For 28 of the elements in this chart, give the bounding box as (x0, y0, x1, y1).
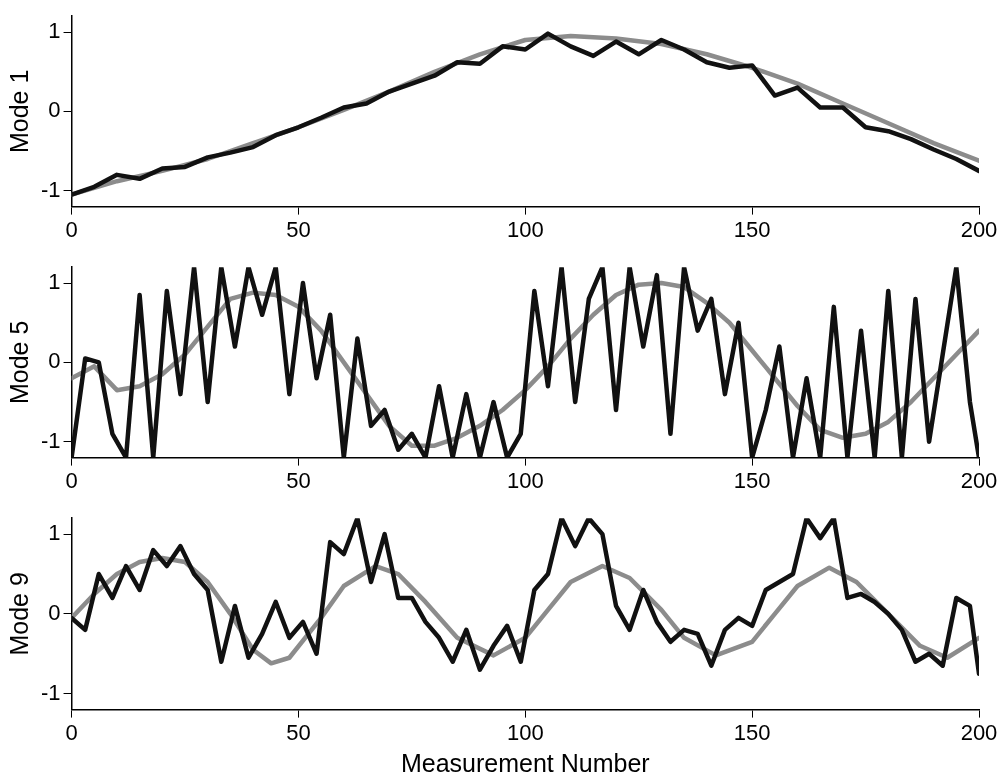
y-axis-title: Mode 9 (4, 572, 33, 656)
x-axis-title: Measurement Number (400, 748, 650, 777)
x-tick-label: 50 (286, 216, 311, 242)
x-tick-label: 100 (506, 719, 544, 745)
y-tick-label: -1 (41, 176, 61, 202)
x-tick-label: 200 (960, 467, 998, 493)
y-tick-label: 1 (48, 18, 61, 44)
y-tick-label: 0 (48, 599, 61, 625)
y-tick-label: 1 (48, 520, 61, 546)
y-axis-title: Mode 5 (4, 320, 33, 405)
x-tick-label: 100 (506, 467, 544, 493)
y-tick-label: -1 (41, 679, 61, 705)
x-tick-label: 50 (286, 467, 311, 493)
y-tick-label: 0 (48, 97, 61, 123)
y-tick-label: 0 (48, 348, 61, 374)
x-tick-label: 50 (286, 719, 311, 745)
x-tick-label: 200 (960, 216, 998, 242)
y-axis-title: Mode 1 (4, 69, 33, 154)
y-tick-label: -1 (41, 427, 61, 453)
x-tick-label: 150 (733, 719, 771, 745)
x-tick-label: 200 (960, 719, 998, 745)
x-tick-label: 100 (506, 216, 544, 242)
x-tick-label: 150 (733, 467, 771, 493)
x-tick-label: 0 (65, 467, 78, 493)
x-tick-label: 150 (733, 216, 771, 242)
x-tick-label: 0 (65, 719, 78, 745)
x-tick-label: 0 (65, 216, 78, 242)
y-tick-label: 1 (48, 269, 61, 295)
